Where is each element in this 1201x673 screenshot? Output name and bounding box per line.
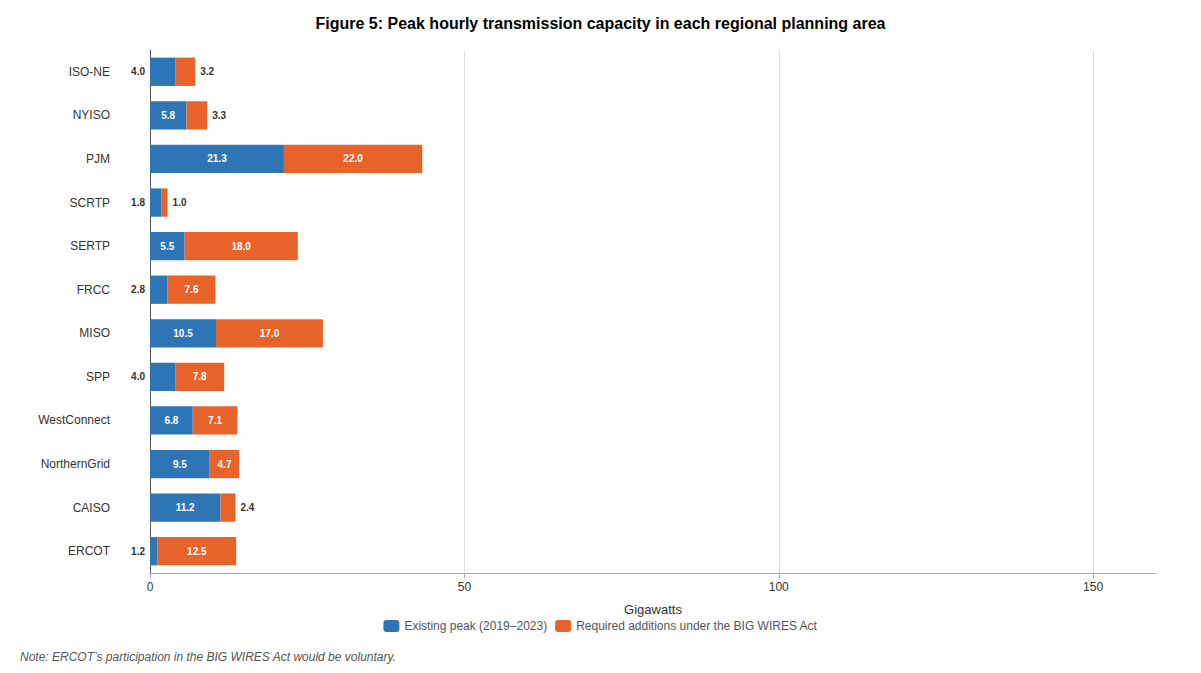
- svg-text:MISO: MISO: [79, 326, 110, 340]
- svg-text:FRCC: FRCC: [77, 283, 111, 297]
- svg-text:7.6: 7.6: [185, 284, 199, 295]
- svg-text:SPP: SPP: [86, 370, 110, 384]
- svg-text:NYISO: NYISO: [73, 108, 110, 122]
- svg-text:WestConnect: WestConnect: [38, 413, 110, 427]
- svg-text:100: 100: [769, 580, 789, 594]
- svg-text:10.5: 10.5: [173, 328, 193, 339]
- svg-text:Note: ERCOT’s participation in: Note: ERCOT’s participation in the BIG W…: [20, 650, 396, 664]
- svg-text:11.2: 11.2: [176, 502, 195, 513]
- svg-text:4.0: 4.0: [131, 66, 145, 77]
- svg-text:21.3: 21.3: [207, 153, 227, 164]
- svg-text:Gigawatts: Gigawatts: [624, 602, 682, 617]
- svg-text:CAISO: CAISO: [73, 501, 110, 515]
- svg-text:2.4: 2.4: [241, 502, 255, 513]
- svg-text:1.0: 1.0: [173, 197, 187, 208]
- svg-text:7.1: 7.1: [208, 415, 222, 426]
- svg-text:5.5: 5.5: [160, 241, 174, 252]
- svg-text:9.5: 9.5: [173, 459, 187, 470]
- svg-text:50: 50: [458, 580, 472, 594]
- svg-text:ISO-NE: ISO-NE: [69, 65, 110, 79]
- svg-text:0: 0: [147, 580, 154, 594]
- svg-text:2.8: 2.8: [131, 284, 145, 295]
- svg-text:150: 150: [1083, 580, 1103, 594]
- svg-text:4.0: 4.0: [131, 371, 145, 382]
- svg-text:SERTP: SERTP: [70, 239, 110, 253]
- svg-text:SCRTP: SCRTP: [70, 196, 110, 210]
- svg-text:NorthernGrid: NorthernGrid: [41, 457, 110, 471]
- svg-text:1.8: 1.8: [131, 197, 145, 208]
- svg-text:6.8: 6.8: [164, 415, 178, 426]
- svg-text:1.2: 1.2: [131, 546, 145, 557]
- svg-text:4.7: 4.7: [218, 459, 232, 470]
- svg-text:Required additions under the B: Required additions under the BIG WIRES A…: [576, 619, 817, 633]
- svg-text:Existing peak (2019–2023): Existing peak (2019–2023): [404, 619, 547, 633]
- svg-text:ERCOT: ERCOT: [68, 544, 111, 558]
- svg-text:3.2: 3.2: [200, 66, 214, 77]
- svg-text:22.0: 22.0: [343, 153, 363, 164]
- svg-text:7.8: 7.8: [193, 371, 207, 382]
- svg-text:PJM: PJM: [86, 152, 110, 166]
- svg-text:12.5: 12.5: [187, 546, 207, 557]
- svg-text:5.8: 5.8: [161, 110, 175, 121]
- svg-text:3.3: 3.3: [212, 110, 226, 121]
- svg-text:Figure 5: Peak hourly transmis: Figure 5: Peak hourly transmission capac…: [316, 15, 886, 32]
- svg-text:18.0: 18.0: [231, 241, 251, 252]
- svg-text:17.0: 17.0: [260, 328, 280, 339]
